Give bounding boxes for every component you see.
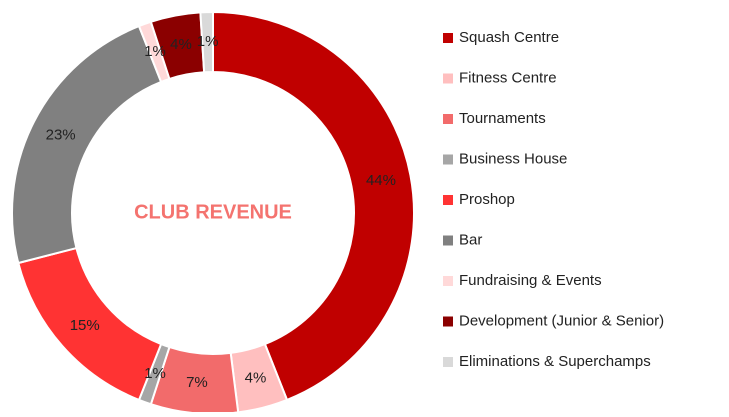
legend-swatch [443, 316, 453, 327]
data-label: 4% [170, 36, 192, 53]
legend-label: Fitness Centre [459, 69, 557, 86]
legend-swatch [443, 73, 453, 84]
legend-label: Eliminations & Superchamps [459, 353, 651, 370]
legend-swatch [443, 33, 453, 43]
legend-label: Development (Junior & Senior) [459, 312, 664, 329]
legend-label: Proshop [459, 191, 515, 208]
legend-label: Tournaments [459, 110, 546, 127]
data-label: 1% [144, 365, 166, 382]
legend-label: Business House [459, 150, 567, 167]
data-label: 44% [366, 172, 396, 189]
legend-swatch [443, 357, 453, 367]
donut-slice [199, 10, 214, 74]
legend-label: Fundraising & Events [459, 272, 602, 289]
legend-label: Squash Centre [459, 29, 559, 46]
donut-slice [11, 24, 163, 265]
data-label: 4% [245, 370, 267, 387]
legend-swatch [443, 154, 453, 165]
legend-swatch [443, 114, 453, 124]
data-label: 1% [197, 33, 219, 50]
legend-swatch [443, 195, 453, 205]
data-label: 23% [46, 126, 76, 143]
legend-swatch [443, 235, 453, 246]
legend-swatch [443, 276, 453, 286]
data-label: 15% [70, 317, 100, 334]
chart-title: CLUB REVENUE [134, 201, 292, 223]
legend-label: Bar [459, 231, 482, 248]
data-label: 1% [144, 43, 166, 60]
donut-slice [212, 10, 415, 402]
data-label: 7% [186, 374, 208, 391]
